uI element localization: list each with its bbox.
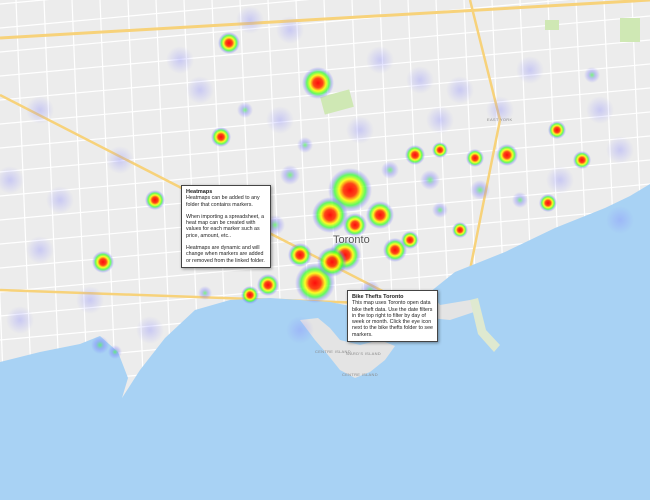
heatmap-layer xyxy=(0,6,634,359)
heat-spot xyxy=(288,243,312,267)
heat-spot xyxy=(539,194,557,212)
heat-spot-faint xyxy=(236,6,264,34)
heat-spot-faint xyxy=(286,316,314,344)
heat-spot xyxy=(452,222,468,238)
popup-title: Bike Thefts Toronto xyxy=(352,294,404,300)
heat-spot xyxy=(470,180,490,200)
heat-spot-faint xyxy=(136,316,164,344)
road xyxy=(0,15,650,77)
heatmaps-popup: Heatmaps Heatmaps can be added to any fo… xyxy=(181,185,271,268)
heat-spot-faint xyxy=(406,66,434,94)
heat-spot xyxy=(257,274,279,296)
heat-spot xyxy=(548,121,566,139)
road xyxy=(0,159,650,221)
road xyxy=(0,0,310,29)
heat-spot-faint xyxy=(346,116,374,144)
heat-spot-faint xyxy=(0,166,24,194)
heat-spot xyxy=(302,67,334,99)
heat-spot-faint xyxy=(266,106,294,134)
bike-thefts-popup: Bike Thefts Toronto This map uses Toront… xyxy=(347,290,438,343)
heat-spot xyxy=(401,231,419,249)
island-label: WARD'S ISLAND xyxy=(346,351,381,356)
heat-spot xyxy=(280,165,300,185)
road xyxy=(0,0,570,53)
heat-spot-faint xyxy=(26,236,54,264)
heat-spot xyxy=(381,161,399,179)
heat-spot xyxy=(317,247,347,277)
heat-spot-faint xyxy=(166,46,194,74)
heat-spot-faint xyxy=(366,46,394,74)
heat-spot xyxy=(145,190,165,210)
road xyxy=(0,87,650,149)
heat-spot-faint xyxy=(76,286,104,314)
island-label: CENTRE ISLAND xyxy=(342,372,378,377)
heat-spot xyxy=(496,144,518,166)
heat-spot-faint xyxy=(26,96,54,124)
heat-spot xyxy=(91,336,109,354)
heat-spot-faint xyxy=(46,186,74,214)
heat-spot xyxy=(584,67,600,83)
parks xyxy=(320,18,640,115)
heat-spot-faint xyxy=(6,306,34,334)
island-label: CENTRE ISLAND xyxy=(315,349,351,354)
leslie-spit xyxy=(470,298,500,352)
heat-spot-faint xyxy=(586,96,614,124)
heat-spot xyxy=(237,102,253,118)
popup-title: Heatmaps xyxy=(186,189,213,195)
heat-spot xyxy=(218,32,240,54)
heat-spot xyxy=(405,145,425,165)
heat-spot-faint xyxy=(276,16,304,44)
popup-text: This map uses Toronto open data bike the… xyxy=(352,300,433,338)
heat-spot xyxy=(383,238,407,262)
heat-spot-faint xyxy=(426,106,454,134)
heat-spot xyxy=(573,151,591,169)
heat-spot xyxy=(343,213,367,237)
popup-text: Heatmaps can be added to any folder that… xyxy=(186,195,260,208)
heat-spot-faint xyxy=(486,96,514,124)
heat-spot xyxy=(198,286,212,300)
heat-spot-faint xyxy=(606,136,634,164)
city-label: Toronto xyxy=(333,234,370,246)
road xyxy=(0,135,650,197)
popup-text: When importing a spreadsheet, a heat map… xyxy=(186,213,265,239)
road xyxy=(0,0,650,40)
district-label: EAST YORK xyxy=(487,117,513,122)
heat-spot xyxy=(466,149,484,167)
heat-spot xyxy=(297,137,313,153)
heat-spot-faint xyxy=(516,56,544,84)
popup-text: Heatmaps are dynamic and will change whe… xyxy=(186,245,265,264)
heat-spot xyxy=(432,202,448,218)
heat-spot-faint xyxy=(606,206,634,234)
heat-spot xyxy=(366,201,394,229)
heat-spot xyxy=(241,286,259,304)
heat-spot xyxy=(211,127,231,147)
heat-spot xyxy=(512,192,528,208)
heat-spot-faint xyxy=(186,76,214,104)
heat-spot-faint xyxy=(106,146,134,174)
heat-spot xyxy=(432,142,448,158)
heat-spot xyxy=(312,197,348,233)
heat-spot-faint xyxy=(546,166,574,194)
heat-spot xyxy=(108,345,122,359)
heat-spot-faint xyxy=(446,76,474,104)
toronto-islands xyxy=(300,318,395,378)
heat-spot xyxy=(420,170,440,190)
heat-spot xyxy=(92,251,114,273)
